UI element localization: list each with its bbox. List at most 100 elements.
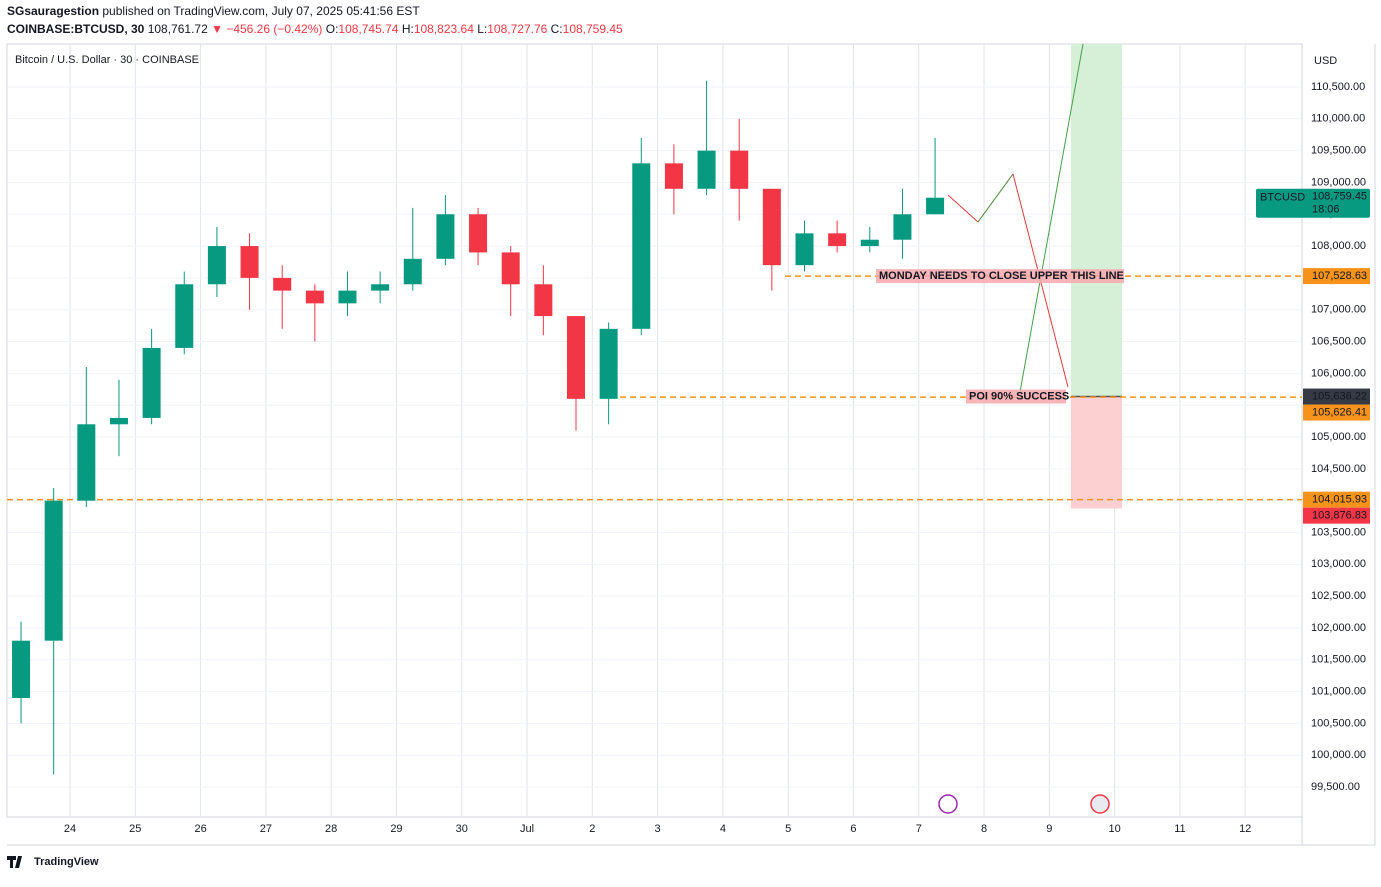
y-tick-label: 109,500.00 <box>1311 145 1366 157</box>
ohlc-label: L: <box>477 22 487 36</box>
y-tick-label: 110,000.00 <box>1311 113 1365 125</box>
annotation-bg <box>876 269 1124 284</box>
event-icon[interactable] <box>938 794 958 814</box>
candle-body <box>77 424 96 501</box>
x-tick-label: 30 <box>456 823 468 835</box>
candle-body <box>240 246 259 278</box>
x-tick-label: 6 <box>850 823 856 835</box>
brand-logo <box>7 856 22 868</box>
y-tick-label: 102,500.00 <box>1311 590 1366 602</box>
y-tick-label: 110,500.00 <box>1311 81 1365 93</box>
price-tag <box>1303 268 1370 285</box>
y-tick-label: 101,000.00 <box>1311 686 1366 698</box>
ohlc-label: C: <box>551 22 563 36</box>
candle-body <box>893 214 912 240</box>
y-tick-label: 103,000.00 <box>1311 558 1366 570</box>
price-tag-label: 105,626.41 <box>1312 406 1367 418</box>
candle-body <box>828 233 847 247</box>
ohlc-value: 108,823.64 <box>414 22 474 36</box>
y-tick-label: 107,000.00 <box>1311 304 1366 316</box>
arrow <box>1019 43 1084 393</box>
candle-body <box>436 214 455 259</box>
y-tick-label: 106,500.00 <box>1311 335 1366 347</box>
y-tick-label: 102,000.00 <box>1311 622 1366 634</box>
candle-body <box>207 246 226 285</box>
candle-body <box>926 197 945 215</box>
price-tag-label: 107,528.63 <box>1312 270 1367 282</box>
x-tick-label: 8 <box>981 823 987 835</box>
price-tag-label: 105,636.22 <box>1312 390 1367 402</box>
last-price-box <box>1256 188 1370 218</box>
candle-body <box>469 214 488 253</box>
x-tick-label: 4 <box>720 823 726 835</box>
candle-body <box>664 163 683 189</box>
y-tick-label: 101,500.00 <box>1311 654 1366 666</box>
annotation-bg <box>966 389 1066 404</box>
candle-body <box>338 290 357 304</box>
x-tick-label: Jul <box>520 823 534 835</box>
candle-body <box>273 277 292 291</box>
ohlc-value: 108,759.45 <box>563 22 623 36</box>
y-tick-label: 100,500.00 <box>1311 717 1366 729</box>
candle-body <box>109 417 128 425</box>
x-tick-label: 24 <box>64 823 76 835</box>
candle-body <box>142 347 161 418</box>
drawings <box>947 43 1084 393</box>
candle-body <box>305 290 324 304</box>
ohlc-value: 108,745.74 <box>338 22 398 36</box>
price-tag-label: 104,015.93 <box>1312 494 1367 506</box>
candle-body <box>175 284 194 348</box>
price-tag-label: 103,876.83 <box>1312 510 1367 522</box>
x-tick-label: 25 <box>129 823 141 835</box>
candle-body <box>599 328 618 399</box>
candle-body <box>730 150 749 189</box>
arrow <box>977 173 1014 223</box>
y-tick-label: 100,000.00 <box>1311 749 1366 761</box>
chart-title: Bitcoin / U.S. Dollar · 30 · COINBASE <box>15 54 199 66</box>
price-tag <box>1303 491 1370 508</box>
ohlc-label: O: <box>326 22 339 36</box>
last-price-symbol: BTCUSD <box>1260 192 1305 204</box>
candle-body <box>12 640 31 698</box>
x-tick-label: 12 <box>1239 823 1251 835</box>
ohlc-value: 108,727.76 <box>487 22 547 36</box>
candle-body <box>501 252 520 285</box>
last-price: 108,759.45 <box>1312 191 1367 203</box>
ohlc-label: H: <box>402 22 414 36</box>
annotation: POI 90% SUCCESS <box>969 390 1069 402</box>
candle-body <box>762 188 781 266</box>
candle-body <box>697 150 716 189</box>
price-tag <box>1303 507 1370 524</box>
arrow <box>947 173 1014 223</box>
x-tick-label: 2 <box>589 823 595 835</box>
price-tag <box>1303 404 1370 421</box>
x-tick-label: 3 <box>655 823 661 835</box>
candle-body <box>566 316 585 399</box>
x-tick-label: 10 <box>1108 823 1120 835</box>
x-tick-label: 29 <box>390 823 402 835</box>
y-tick-label: 104,500.00 <box>1311 463 1366 475</box>
countdown: 18:06 <box>1312 204 1340 216</box>
x-tick-label: 9 <box>1046 823 1052 835</box>
y-tick-label: 106,000.00 <box>1311 367 1366 379</box>
price-tag <box>1303 388 1370 405</box>
candle-body <box>534 284 553 317</box>
x-tick-label: 26 <box>194 823 206 835</box>
publisher: SGsauragestion published on TradingView.… <box>7 4 420 18</box>
x-tick-label: 28 <box>325 823 337 835</box>
y-tick-label: 108,000.00 <box>1311 240 1366 252</box>
position-stop <box>1071 396 1122 509</box>
event-icon[interactable] <box>1090 794 1110 814</box>
symbol-line: COINBASE:BTCUSD, 30 108,761.72 ▼ −456.26… <box>7 22 623 36</box>
candle-body <box>632 163 651 329</box>
y-tick-label: 109,000.00 <box>1311 176 1366 188</box>
position-target <box>1071 44 1122 397</box>
y-tick-label: 105,000.00 <box>1311 431 1366 443</box>
y-tick-label: 103,500.00 <box>1311 526 1366 538</box>
x-tick-label: 7 <box>916 823 922 835</box>
candle-body <box>403 258 422 285</box>
annotation: MONDAY NEEDS TO CLOSE UPPER THIS LINE <box>879 270 1124 282</box>
currency: USD <box>1314 55 1337 67</box>
